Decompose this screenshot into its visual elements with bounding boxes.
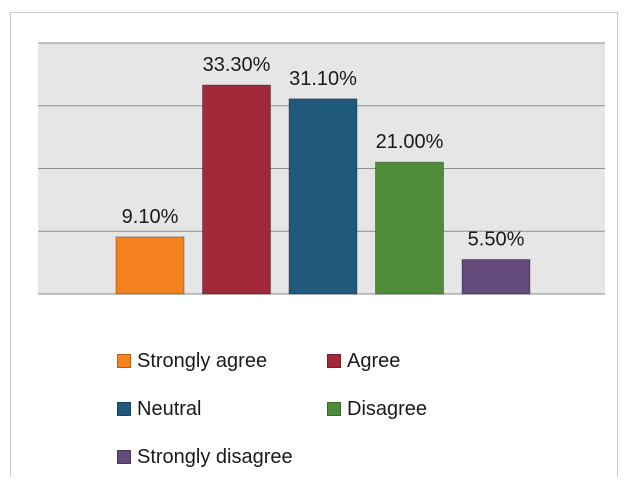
legend-item-strongly-disagree: Strongly disagree	[117, 446, 327, 469]
legend-label: Disagree	[347, 397, 428, 420]
legend-swatch-disagree	[327, 402, 341, 416]
legend-label: Neutral	[137, 397, 202, 420]
legend-label: Agree	[347, 349, 401, 372]
legend-swatch-agree	[327, 354, 341, 368]
legend-row: Strongly agree Agree	[117, 337, 537, 385]
data-label: 31.10%	[289, 68, 357, 90]
bar-agree	[202, 84, 271, 295]
legend-item-strongly-agree: Strongly agree	[117, 350, 327, 373]
legend-swatch-strongly-agree	[117, 354, 131, 368]
legend-label: Strongly agree	[137, 349, 268, 372]
chart-frame	[10, 12, 618, 477]
bars	[115, 84, 531, 295]
legend-item-disagree: Disagree	[327, 398, 427, 421]
data-label: 21.00%	[376, 131, 444, 153]
legend-swatch-neutral	[117, 402, 131, 416]
data-label: 9.10%	[122, 206, 179, 228]
data-labels: 9.10% 33.30% 31.10% 21.00% 5.50%	[122, 54, 525, 250]
legend-label: Strongly disagree	[137, 445, 293, 468]
bar-strongly-agree	[115, 236, 185, 295]
bar-neutral	[288, 98, 358, 295]
bar-strongly-disagree	[461, 258, 531, 295]
legend-item-agree: Agree	[327, 350, 400, 373]
legend-item-neutral: Neutral	[117, 398, 327, 421]
bar-disagree	[375, 161, 444, 295]
legend: Strongly agree Agree Neutral Disagree St…	[117, 337, 537, 481]
data-label: 33.30%	[203, 54, 271, 76]
legend-row: Neutral Disagree	[117, 385, 537, 433]
legend-row: Strongly disagree	[117, 433, 537, 481]
data-label: 5.50%	[468, 228, 525, 250]
legend-swatch-strongly-disagree	[117, 450, 131, 464]
